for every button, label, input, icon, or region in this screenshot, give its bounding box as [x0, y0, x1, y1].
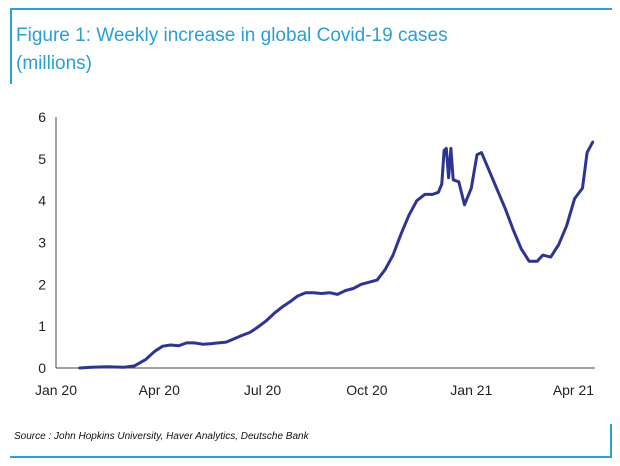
x-tick-label-4: Jan 21	[450, 382, 492, 398]
frame-top-border	[10, 8, 612, 10]
frame-right-border	[610, 424, 612, 458]
x-tick-label-0: Jan 20	[35, 382, 77, 398]
y-tick-label-2: 2	[38, 276, 46, 292]
x-tick-label-3: Oct 20	[346, 382, 387, 398]
chart-title: Figure 1: Weekly increase in global Covi…	[16, 22, 576, 78]
chart-title-line-1: Figure 1: Weekly increase in global Covi…	[16, 25, 448, 46]
x-tick-label-5: Apr 21	[553, 382, 594, 398]
y-tick-label-5: 5	[38, 151, 46, 167]
y-tick-label-4: 4	[38, 193, 46, 209]
y-tick-labels: 0 1 2 3 4 5 6	[38, 109, 46, 376]
frame-bottom-border	[10, 456, 612, 458]
y-tick-label-0: 0	[38, 360, 46, 376]
chart-axes	[55, 117, 595, 369]
chart-title-line-2: (millions)	[16, 53, 92, 74]
x-tick-label-2: Jul 20	[244, 382, 282, 398]
y-tick-label-3: 3	[38, 235, 46, 251]
series-lines	[78, 140, 595, 370]
y-tick-label-1: 1	[38, 318, 46, 334]
source-note: Source : John Hopkins University, Haver …	[14, 431, 309, 442]
y-tick-label-6: 6	[38, 109, 46, 125]
x-tick-labels: Jan 20 Apr 20 Jul 20 Oct 20 Jan 21 Apr 21	[35, 382, 594, 398]
series-line-0	[78, 140, 595, 370]
x-tick-label-1: Apr 20	[139, 382, 180, 398]
frame-left-border	[10, 8, 12, 84]
